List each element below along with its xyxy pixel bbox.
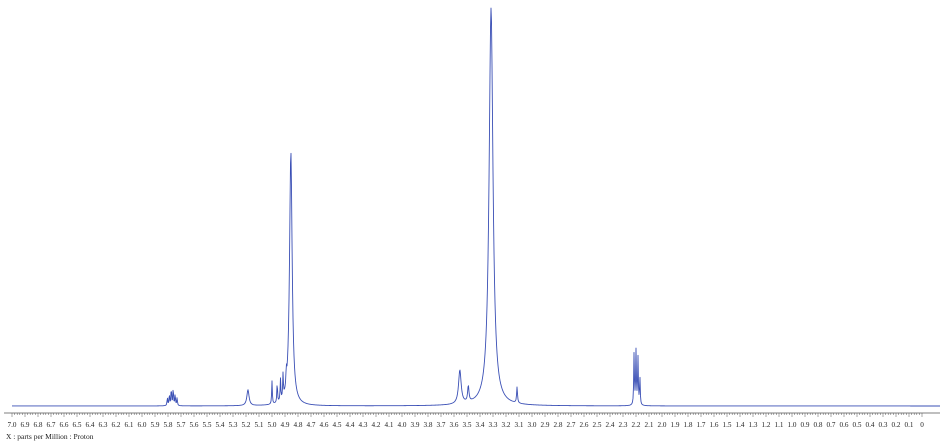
x-tick-label: 2.3 xyxy=(619,421,628,429)
x-tick-label: 6.7 xyxy=(47,421,56,429)
x-tick-label: 5.5 xyxy=(203,421,212,429)
x-tick-label: 5.7 xyxy=(177,421,186,429)
x-tick-label: 6.6 xyxy=(60,421,69,429)
x-tick-label: 4.3 xyxy=(359,421,368,429)
x-tick-label: 2.9 xyxy=(541,421,550,429)
x-tick-label: 4.4 xyxy=(346,421,355,429)
x-tick-label: 5.8 xyxy=(164,421,173,429)
x-tick-label: 0 xyxy=(920,421,924,429)
x-tick-label: 5.4 xyxy=(216,421,225,429)
x-tick-label: 3.1 xyxy=(515,421,524,429)
x-tick-label: 1.1 xyxy=(775,421,784,429)
x-tick-label: 0.7 xyxy=(827,421,836,429)
x-tick-label: 1.9 xyxy=(671,421,680,429)
x-tick-label: 6.4 xyxy=(86,421,95,429)
x-tick-label: 3.7 xyxy=(437,421,446,429)
x-tick-label: 1.3 xyxy=(749,421,758,429)
x-tick-label: 4.5 xyxy=(333,421,342,429)
x-tick-label: 0.5 xyxy=(853,421,862,429)
x-tick-label: 4.1 xyxy=(385,421,394,429)
x-tick-label: 6.2 xyxy=(112,421,121,429)
x-tick-label: 5.1 xyxy=(255,421,264,429)
x-tick-label: 1.2 xyxy=(762,421,771,429)
x-tick-label: 6.3 xyxy=(99,421,108,429)
x-tick-label: 2.7 xyxy=(567,421,576,429)
x-tick-label: 2.6 xyxy=(580,421,589,429)
x-tick-label: 4.8 xyxy=(294,421,303,429)
x-tick-label: 3.4 xyxy=(476,421,485,429)
x-tick-label: 2.2 xyxy=(632,421,641,429)
x-tick-label: 5.3 xyxy=(229,421,238,429)
x-tick-label: 6.8 xyxy=(34,421,43,429)
spectrum-trace xyxy=(12,7,940,407)
x-tick-label: 0.2 xyxy=(892,421,901,429)
x-tick-label: 2.4 xyxy=(606,421,615,429)
x-axis-title: X : parts per Million : Proton xyxy=(6,432,94,441)
x-tick-label: 0.3 xyxy=(879,421,888,429)
x-tick-label: 4.7 xyxy=(307,421,316,429)
x-tick-label: 0.8 xyxy=(814,421,823,429)
x-tick-label: 4.9 xyxy=(281,421,290,429)
x-tick-label: 4.0 xyxy=(398,421,407,429)
x-tick-label: 2.8 xyxy=(554,421,563,429)
x-tick-label: 2.5 xyxy=(593,421,602,429)
x-tick-label: 3.5 xyxy=(463,421,472,429)
x-tick-label: 5.9 xyxy=(151,421,160,429)
x-tick-label: 6.1 xyxy=(125,421,134,429)
x-tick-label: 1.0 xyxy=(788,421,797,429)
x-tick-label: 6.5 xyxy=(73,421,82,429)
x-tick-label: 3.2 xyxy=(502,421,511,429)
x-tick-label: 6.0 xyxy=(138,421,147,429)
x-tick-label: 4.2 xyxy=(372,421,381,429)
x-tick-label: 0.1 xyxy=(905,421,914,429)
x-tick-label: 1.6 xyxy=(710,421,719,429)
x-tick-label: 2.0 xyxy=(658,421,667,429)
plot-area xyxy=(12,7,940,407)
x-tick-label: 1.7 xyxy=(697,421,706,429)
x-tick-label: 3.3 xyxy=(489,421,498,429)
x-tick-label: 7.0 xyxy=(8,421,17,429)
x-tick-label: 0.6 xyxy=(840,421,849,429)
x-tick-label: 5.0 xyxy=(268,421,277,429)
x-tick-label: 0.9 xyxy=(801,421,810,429)
x-tick-label: 3.8 xyxy=(424,421,433,429)
x-tick-label: 1.8 xyxy=(684,421,693,429)
x-tick-label: 2.1 xyxy=(645,421,654,429)
x-tick-label: 1.5 xyxy=(723,421,732,429)
x-tick-label: 5.6 xyxy=(190,421,199,429)
x-tick-label: 4.6 xyxy=(320,421,329,429)
x-axis: 7.0 6.9 6.8 6.7 6.6 6.5 6.4 6.3 6.2 6.1 6.0 5.9 5.8 5… xyxy=(4,412,940,429)
x-tick-label: 3.9 xyxy=(411,421,420,429)
x-tick-label: 3.0 xyxy=(528,421,537,429)
x-tick-label: 6.9 xyxy=(21,421,30,429)
x-tick-label: 5.2 xyxy=(242,421,251,429)
x-tick-label: 0.4 xyxy=(866,421,875,429)
x-tick-label: 3.6 xyxy=(450,421,459,429)
x-tick-label: 1.4 xyxy=(736,421,745,429)
